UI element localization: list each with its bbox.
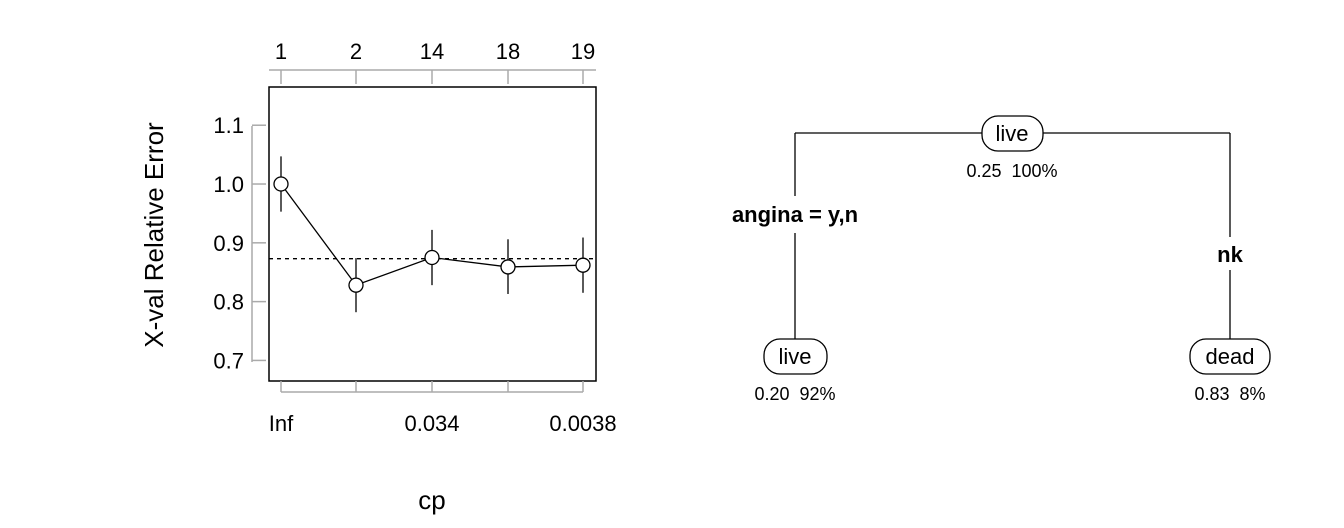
leaf-right-stats: 0.83 8% bbox=[1194, 384, 1265, 404]
bottom-axis-tick-label: 0.034 bbox=[404, 411, 459, 436]
leaf-right-label: dead bbox=[1206, 344, 1255, 369]
top-axis-tick-label: 19 bbox=[571, 39, 595, 64]
data-point bbox=[500, 259, 516, 275]
y-axis-tick-label: 0.9 bbox=[213, 231, 244, 256]
root-node-label: live bbox=[995, 121, 1028, 146]
cp-plot: 1 2 14 18 19 Inf 0.034 0.0038 0.7 0.8 0.9 1.0 1.1 X-… bbox=[139, 39, 617, 515]
leaf-left-label: live bbox=[778, 344, 811, 369]
tree-leaf-right: dead 0.83 8% bbox=[1189, 338, 1271, 404]
tree-root-node: live 0.25 100% bbox=[966, 115, 1058, 181]
data-point bbox=[273, 176, 289, 192]
bottom-axis-tick-label: 0.0038 bbox=[549, 411, 616, 436]
bottom-axis-tick-label: Inf bbox=[269, 411, 294, 436]
y-axis-tick-label: 1.0 bbox=[213, 172, 244, 197]
split-label-right: nk bbox=[1217, 242, 1243, 267]
leaf-left-box bbox=[763, 338, 828, 375]
leaf-left-stats: 0.20 92% bbox=[754, 384, 835, 404]
root-node-box bbox=[981, 115, 1044, 152]
x-axis-title: cp bbox=[418, 485, 445, 515]
axis-ticks: 1 2 14 18 19 Inf 0.034 0.0038 0.7 0.8 0.9 1.0 1.1 bbox=[213, 39, 616, 436]
data-point bbox=[424, 249, 440, 266]
y-axis-title: X-val Relative Error bbox=[139, 122, 169, 348]
data-point bbox=[348, 277, 364, 293]
y-axis-tick-label: 0.8 bbox=[213, 290, 244, 315]
decision-tree: live 0.25 100% angina = y,n nk live 0.20… bbox=[732, 115, 1271, 404]
top-axis-tick-label: 18 bbox=[496, 39, 520, 64]
data-point bbox=[575, 257, 591, 273]
y-axis-tick-label: 0.7 bbox=[213, 348, 244, 373]
root-node-stats: 0.25 100% bbox=[966, 161, 1057, 181]
top-axis-tick-label: 14 bbox=[420, 39, 444, 64]
tree-leaf-left: live 0.20 92% bbox=[754, 338, 836, 404]
top-axis-tick-label: 2 bbox=[350, 39, 362, 64]
y-axis-tick-label: 1.1 bbox=[213, 113, 244, 138]
leaf-right-box bbox=[1189, 338, 1271, 375]
split-label-left: angina = y,n bbox=[732, 202, 858, 227]
top-axis-tick-label: 1 bbox=[275, 39, 287, 64]
series-group bbox=[273, 156, 591, 313]
